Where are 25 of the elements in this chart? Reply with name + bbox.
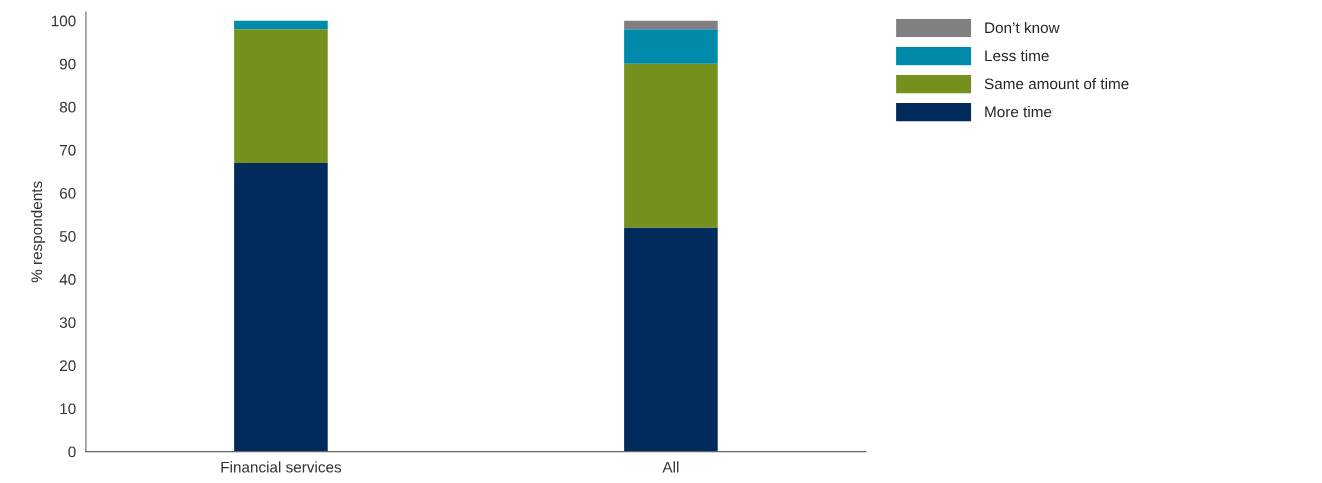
y-tick-label: 50 bbox=[59, 231, 76, 242]
y-tick-label: 80 bbox=[59, 101, 76, 113]
y-tick-label: 40 bbox=[59, 274, 76, 285]
y-tick-label: 70 bbox=[60, 144, 76, 156]
y-tick-label: 90 bbox=[59, 58, 76, 70]
y-tick-label: 0 bbox=[68, 446, 76, 458]
bar bbox=[234, 162, 328, 452]
legend-label: Same amount of time bbox=[984, 78, 1129, 90]
legend-label: Don’t know bbox=[985, 21, 1060, 34]
y-tick-label: 20 bbox=[59, 360, 76, 372]
x-tick-label: All bbox=[662, 461, 679, 473]
y-axis-title: % respondents bbox=[30, 181, 46, 283]
y-tick-label: 60 bbox=[59, 187, 76, 199]
bar bbox=[234, 29, 328, 163]
legend-label: Less time bbox=[985, 49, 1049, 62]
x-tick-label: Financial services bbox=[221, 461, 342, 473]
bar bbox=[624, 20, 718, 30]
legend-label: More time bbox=[985, 106, 1052, 118]
bar bbox=[624, 63, 718, 228]
y-tick-label: 10 bbox=[60, 403, 76, 415]
y-tick-label: 30 bbox=[59, 317, 76, 329]
bar bbox=[234, 20, 328, 30]
bar bbox=[624, 29, 718, 64]
y-tick-label: 100 bbox=[51, 15, 76, 27]
bar bbox=[624, 227, 718, 452]
